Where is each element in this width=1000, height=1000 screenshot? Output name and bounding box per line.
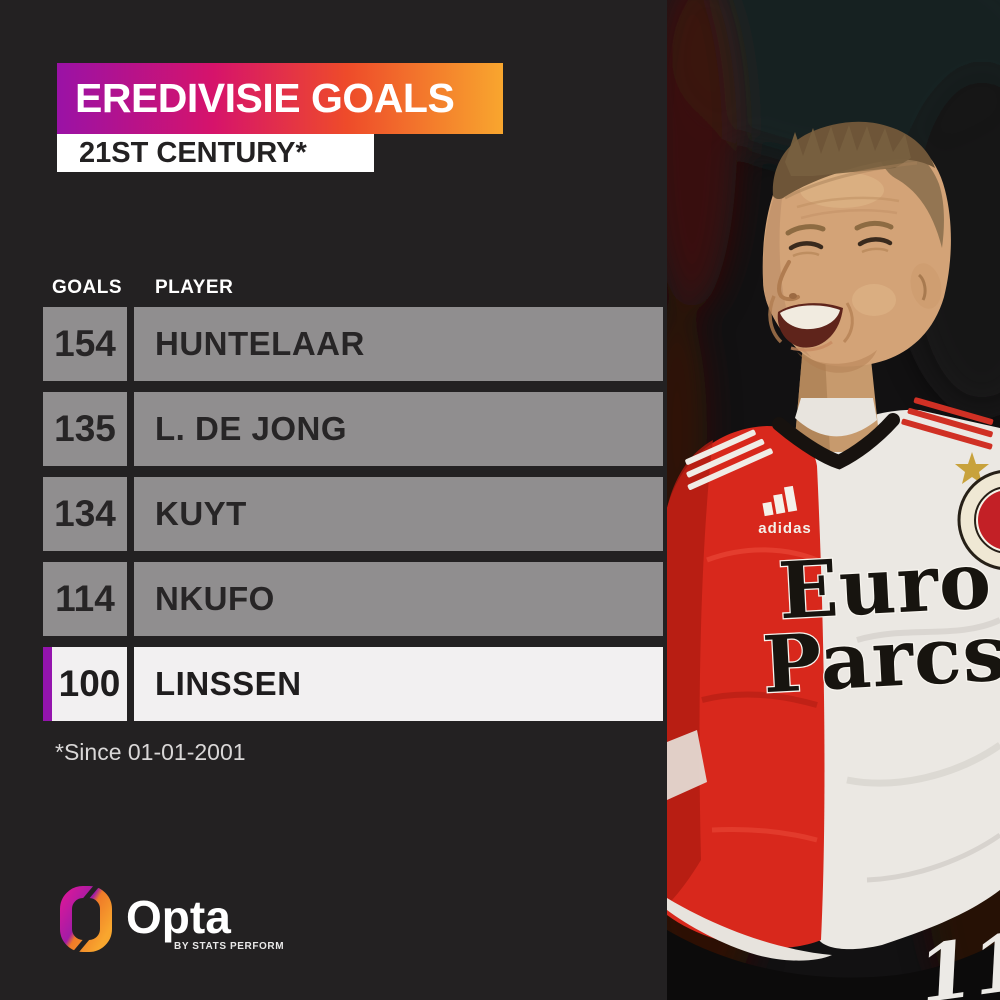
subtitle-banner: 21ST CENTURY* <box>57 134 374 172</box>
goals-value: 114 <box>43 562 127 636</box>
opta-logo-icon <box>60 883 112 956</box>
table-row: 154 HUNTELAAR <box>43 307 663 381</box>
table-row: 135 L. DE JONG <box>43 392 663 466</box>
adidas-logo: adidas <box>758 485 812 537</box>
shirt-sponsor-text: Euro Parcs <box>759 534 1000 712</box>
title-banner: EREDIVISIE GOALS <box>57 63 503 134</box>
collar <box>772 413 900 470</box>
shorts <box>667 930 1000 1000</box>
shorts-number: 11 <box>913 916 1000 1000</box>
opta-tagline: BY STATS PERFORM <box>174 941 285 952</box>
column-header-player: PLAYER <box>155 277 234 298</box>
shoulder-stripes-right <box>901 397 994 450</box>
table-row: 114 NKUFO <box>43 562 663 636</box>
highlight-accent-bar <box>43 647 52 721</box>
table-row: 134 KUYT <box>43 477 663 551</box>
page-title: EREDIVISIE GOALS <box>75 75 455 121</box>
inner-collar <box>795 398 877 437</box>
goals-value: 154 <box>43 307 127 381</box>
club-badge <box>955 452 1000 570</box>
svg-text:Euro: Euro <box>776 535 994 637</box>
goals-value: 100 <box>43 647 127 721</box>
player-head <box>762 121 951 373</box>
player-name: L. DE JONG <box>134 392 663 466</box>
table-row-highlighted: 100 LINSSEN <box>43 647 663 721</box>
player-name: LINSSEN <box>134 647 663 721</box>
player-name: HUNTELAAR <box>134 307 663 381</box>
footnote: *Since 01-01-2001 <box>55 739 246 765</box>
opta-wordmark: Opta <box>126 891 231 943</box>
goals-value: 135 <box>43 392 127 466</box>
svg-text:adidas: adidas <box>758 520 812 537</box>
player-photo: 11 Euro Parcs adidas <box>667 0 1000 1000</box>
page-subtitle: 21ST CENTURY* <box>79 136 307 169</box>
feyenoord-shirt: 11 <box>667 397 1000 1000</box>
player-name: NKUFO <box>134 562 663 636</box>
goals-value: 134 <box>43 477 127 551</box>
player-name: KUYT <box>134 477 663 551</box>
shoulder-stripes-left <box>685 429 773 490</box>
svg-text:Parcs: Parcs <box>761 608 1000 712</box>
column-header-goals: GOALS <box>52 277 123 298</box>
